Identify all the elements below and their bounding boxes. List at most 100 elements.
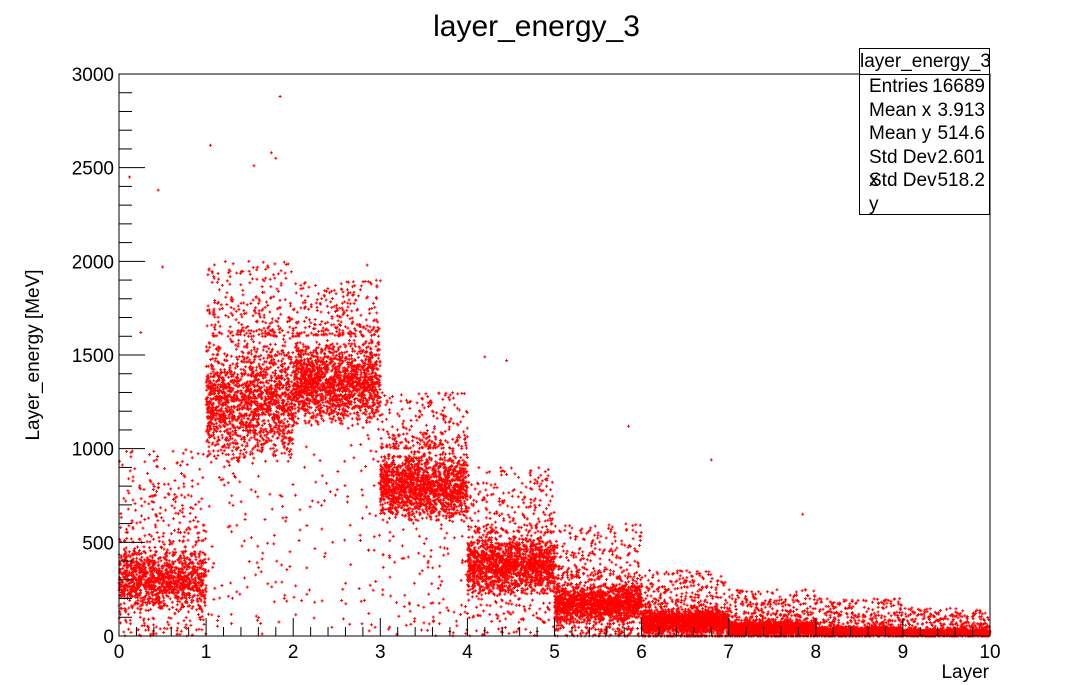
data-point xyxy=(281,505,284,508)
data-point xyxy=(169,597,172,600)
data-point xyxy=(309,321,312,324)
data-point xyxy=(172,450,175,453)
data-point xyxy=(213,587,216,590)
data-point xyxy=(336,488,339,491)
data-point xyxy=(135,557,138,560)
data-point xyxy=(313,453,316,456)
data-point xyxy=(254,490,257,493)
data-point xyxy=(267,419,270,422)
data-point xyxy=(353,401,356,404)
data-point xyxy=(122,631,125,634)
data-point xyxy=(237,308,240,311)
data-point xyxy=(283,594,286,597)
data-point xyxy=(336,470,339,473)
data-point xyxy=(261,558,264,561)
data-point xyxy=(280,581,283,584)
data-point xyxy=(212,275,215,278)
data-point xyxy=(148,533,151,536)
data-point xyxy=(143,534,146,537)
data-point xyxy=(320,417,323,420)
data-point xyxy=(132,476,135,479)
data-point xyxy=(229,582,232,585)
data-point xyxy=(147,629,150,632)
data-point xyxy=(262,349,265,352)
data-point xyxy=(129,619,132,622)
data-point xyxy=(303,331,306,334)
data-point xyxy=(351,417,354,420)
data-point xyxy=(129,455,132,458)
data-point xyxy=(155,626,158,629)
data-point xyxy=(165,604,168,607)
data-point xyxy=(152,450,155,453)
data-point xyxy=(252,314,255,317)
data-point xyxy=(147,517,150,520)
data-point xyxy=(163,627,166,630)
data-point xyxy=(182,482,185,485)
data-point xyxy=(244,518,247,521)
data-point xyxy=(281,329,284,332)
data-point xyxy=(133,467,136,470)
data-point xyxy=(266,542,269,545)
data-point xyxy=(372,458,375,461)
data-point xyxy=(340,282,343,285)
data-point xyxy=(221,436,224,439)
data-point xyxy=(182,452,185,455)
data-point xyxy=(275,560,278,563)
data-point xyxy=(194,516,197,519)
data-point xyxy=(119,512,122,515)
data-point xyxy=(201,628,204,631)
data-point xyxy=(210,372,213,375)
data-point xyxy=(190,450,193,453)
data-point xyxy=(219,325,222,328)
data-point xyxy=(213,263,216,266)
data-point xyxy=(232,472,235,475)
data-point xyxy=(255,329,258,332)
data-point xyxy=(146,540,149,543)
data-point xyxy=(335,292,338,295)
data-point xyxy=(343,539,346,542)
data-point xyxy=(332,323,335,326)
data-point xyxy=(298,539,301,542)
data-point xyxy=(240,302,243,305)
data-point xyxy=(242,309,245,312)
data-point xyxy=(125,450,128,453)
data-point xyxy=(309,505,312,508)
data-point xyxy=(224,260,227,263)
data-point xyxy=(256,266,259,269)
data-point xyxy=(139,597,142,600)
data-point xyxy=(365,419,368,422)
data-point xyxy=(268,379,271,382)
data-point xyxy=(305,524,308,527)
data-point xyxy=(368,629,371,632)
data-point xyxy=(143,518,146,521)
data-point xyxy=(164,509,167,512)
data-point xyxy=(217,436,220,439)
data-point xyxy=(317,501,320,504)
data-point xyxy=(258,309,261,312)
data-point xyxy=(273,534,276,537)
data-point xyxy=(252,266,255,269)
data-point xyxy=(127,628,130,631)
data-point xyxy=(220,303,223,306)
data-point xyxy=(277,366,280,369)
data-point xyxy=(277,272,280,275)
data-point xyxy=(326,339,329,342)
data-point xyxy=(295,291,298,294)
data-point xyxy=(372,589,375,592)
data-point xyxy=(342,295,345,298)
data-point xyxy=(152,488,155,491)
data-point xyxy=(190,495,193,498)
data-point xyxy=(284,298,287,301)
data-point xyxy=(207,305,210,308)
data-point xyxy=(374,626,377,629)
data-point xyxy=(212,449,215,452)
data-point xyxy=(208,312,211,315)
data-point xyxy=(173,493,176,496)
data-point xyxy=(280,452,283,455)
data-point xyxy=(189,520,192,523)
data-point xyxy=(160,559,163,562)
data-point xyxy=(297,417,300,420)
data-point xyxy=(239,452,242,455)
data-point xyxy=(195,608,198,611)
data-point xyxy=(223,368,226,371)
